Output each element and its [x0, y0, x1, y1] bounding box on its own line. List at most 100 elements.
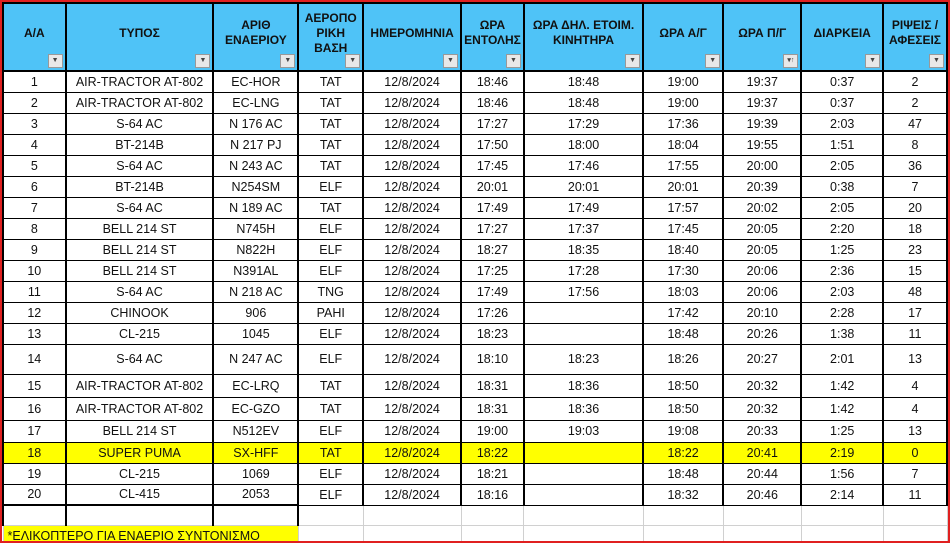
table-cell[interactable]: 2:36 — [800, 259, 885, 282]
table-cell[interactable]: 0:37 — [800, 91, 885, 114]
table-cell[interactable]: 18:50 — [642, 396, 725, 421]
table-cell[interactable]: 0:38 — [800, 175, 885, 198]
table-cell[interactable] — [522, 301, 645, 324]
empty-cell[interactable] — [642, 504, 724, 526]
table-cell[interactable]: 10 — [2, 259, 67, 282]
table-cell[interactable]: 23 — [882, 238, 948, 261]
table-cell[interactable]: 11 — [882, 483, 948, 506]
table-cell[interactable]: ELF — [297, 419, 365, 443]
table-cell[interactable]: 2:20 — [800, 217, 885, 240]
table-cell[interactable]: 17:27 — [460, 112, 525, 135]
column-header[interactable]: ΑΕΡΟΠΟ ΡΙΚΗ ΒΑΣΗ ▼ — [297, 2, 365, 72]
table-cell[interactable]: BT-214B — [64, 175, 215, 198]
table-cell[interactable]: 12/8/2024 — [362, 343, 462, 375]
table-cell[interactable]: 13 — [882, 419, 948, 443]
table-cell[interactable]: 20:05 — [722, 217, 803, 240]
table-cell[interactable]: SUPER PUMA — [64, 441, 215, 464]
table-cell[interactable]: 14 — [2, 343, 67, 375]
table-cell[interactable]: 20:00 — [722, 154, 803, 177]
table-cell[interactable]: 18:10 — [460, 343, 525, 375]
table-cell[interactable]: 20:46 — [722, 483, 803, 506]
table-cell[interactable]: 1:25 — [800, 419, 885, 443]
table-cell[interactable]: AIR-TRACTOR AT-802 — [64, 373, 215, 398]
table-cell[interactable]: CL-215 — [64, 322, 215, 345]
table-cell[interactable]: 17:29 — [522, 112, 645, 135]
table-cell[interactable] — [522, 322, 645, 345]
table-cell[interactable]: 12/8/2024 — [362, 322, 462, 345]
table-cell[interactable]: 12/8/2024 — [362, 483, 462, 506]
table-cell[interactable]: BT-214B — [64, 133, 215, 156]
filter-dropdown-icon[interactable]: ▼ — [280, 54, 296, 68]
table-cell[interactable]: S-64 AC — [64, 112, 215, 135]
filter-dropdown-icon[interactable]: ▼ — [929, 54, 944, 68]
table-cell[interactable]: 12/8/2024 — [362, 441, 462, 464]
column-header[interactable]: ΩΡΑ Π/Γ ▾↑ — [722, 2, 803, 72]
table-cell[interactable]: CL-215 — [64, 462, 215, 485]
column-header[interactable]: ΑΡΙΘ ΕΝΑΕΡΙΟΥ ▼ — [212, 2, 300, 72]
table-cell[interactable]: 4 — [2, 133, 67, 156]
filter-dropdown-icon[interactable]: ▼ — [195, 54, 211, 68]
table-cell[interactable]: 20:06 — [722, 259, 803, 282]
table-cell[interactable]: 18:31 — [460, 373, 525, 398]
table-cell[interactable]: AIR-TRACTOR AT-802 — [64, 70, 215, 93]
table-cell[interactable]: 17:55 — [642, 154, 725, 177]
table-cell[interactable]: 19:39 — [722, 112, 803, 135]
table-cell[interactable]: 12/8/2024 — [362, 112, 462, 135]
table-cell[interactable]: EC-HOR — [212, 70, 300, 93]
table-cell[interactable]: 20:06 — [722, 280, 803, 303]
table-cell[interactable]: 17:28 — [522, 259, 645, 282]
table-cell[interactable]: 48 — [882, 280, 948, 303]
table-cell[interactable]: 16 — [2, 396, 67, 421]
table-cell[interactable]: 17 — [2, 419, 67, 443]
table-cell[interactable]: ELF — [297, 259, 365, 282]
filter-dropdown-icon[interactable]: ▼ — [345, 54, 361, 68]
table-cell[interactable]: 12/8/2024 — [362, 259, 462, 282]
empty-cell[interactable] — [523, 504, 644, 526]
table-cell[interactable]: 12 — [2, 301, 67, 324]
table-cell[interactable]: BELL 214 ST — [64, 238, 215, 261]
table-cell[interactable]: 11 — [2, 280, 67, 303]
table-cell[interactable]: 17:25 — [460, 259, 525, 282]
table-cell[interactable]: BELL 214 ST — [64, 259, 215, 282]
table-cell[interactable]: N745H — [212, 217, 300, 240]
table-cell[interactable]: 18:48 — [522, 70, 645, 93]
table-cell[interactable]: 18:48 — [642, 322, 725, 345]
table-cell[interactable]: EC-GZO — [212, 396, 300, 421]
table-cell[interactable]: 12/8/2024 — [362, 280, 462, 303]
table-cell[interactable]: TAT — [297, 91, 365, 114]
filter-dropdown-icon[interactable]: ▼ — [443, 54, 458, 68]
table-cell[interactable]: 12/8/2024 — [362, 154, 462, 177]
table-cell[interactable]: 8 — [882, 133, 948, 156]
table-cell[interactable]: N 217 PJ — [212, 133, 300, 156]
table-cell[interactable]: CHINOOK — [64, 301, 215, 324]
table-cell[interactable]: EC-LNG — [212, 91, 300, 114]
table-cell[interactable]: TAT — [297, 70, 365, 93]
table-cell[interactable]: 12/8/2024 — [362, 175, 462, 198]
table-cell[interactable]: ELF — [297, 238, 365, 261]
table-cell[interactable]: 19:37 — [722, 91, 803, 114]
table-cell[interactable]: 2 — [2, 91, 67, 114]
table-cell[interactable]: 17:26 — [460, 301, 525, 324]
table-cell[interactable]: 17:45 — [460, 154, 525, 177]
table-cell[interactable]: 2 — [882, 70, 948, 93]
table-cell[interactable]: ELF — [297, 462, 365, 485]
table-cell[interactable]: 17:30 — [642, 259, 725, 282]
table-cell[interactable]: 20:41 — [722, 441, 803, 464]
table-cell[interactable]: N512EV — [212, 419, 300, 443]
table-cell[interactable]: 17:46 — [522, 154, 645, 177]
table-cell[interactable]: 8 — [2, 217, 67, 240]
table-cell[interactable]: 20:33 — [722, 419, 803, 443]
table-cell[interactable]: 12/8/2024 — [362, 462, 462, 485]
table-cell[interactable]: N 218 AC — [212, 280, 300, 303]
column-header[interactable]: ΔΙΑΡΚΕΙΑ ▼ — [800, 2, 885, 72]
empty-cell[interactable] — [800, 524, 884, 541]
table-cell[interactable]: 18:50 — [642, 373, 725, 398]
column-header[interactable]: ΩΡΑ ΔΗΛ. ΕΤΟΙΜ. ΚΙΝΗΤΗΡΑ ▼ — [522, 2, 645, 72]
table-cell[interactable]: 18:22 — [642, 441, 725, 464]
table-cell[interactable]: BELL 214 ST — [64, 217, 215, 240]
table-cell[interactable]: 1:56 — [800, 462, 885, 485]
table-cell[interactable]: 1:42 — [800, 396, 885, 421]
table-cell[interactable]: ELF — [297, 483, 365, 506]
table-cell[interactable]: ELF — [297, 343, 365, 375]
table-cell[interactable]: 19:00 — [642, 70, 725, 93]
